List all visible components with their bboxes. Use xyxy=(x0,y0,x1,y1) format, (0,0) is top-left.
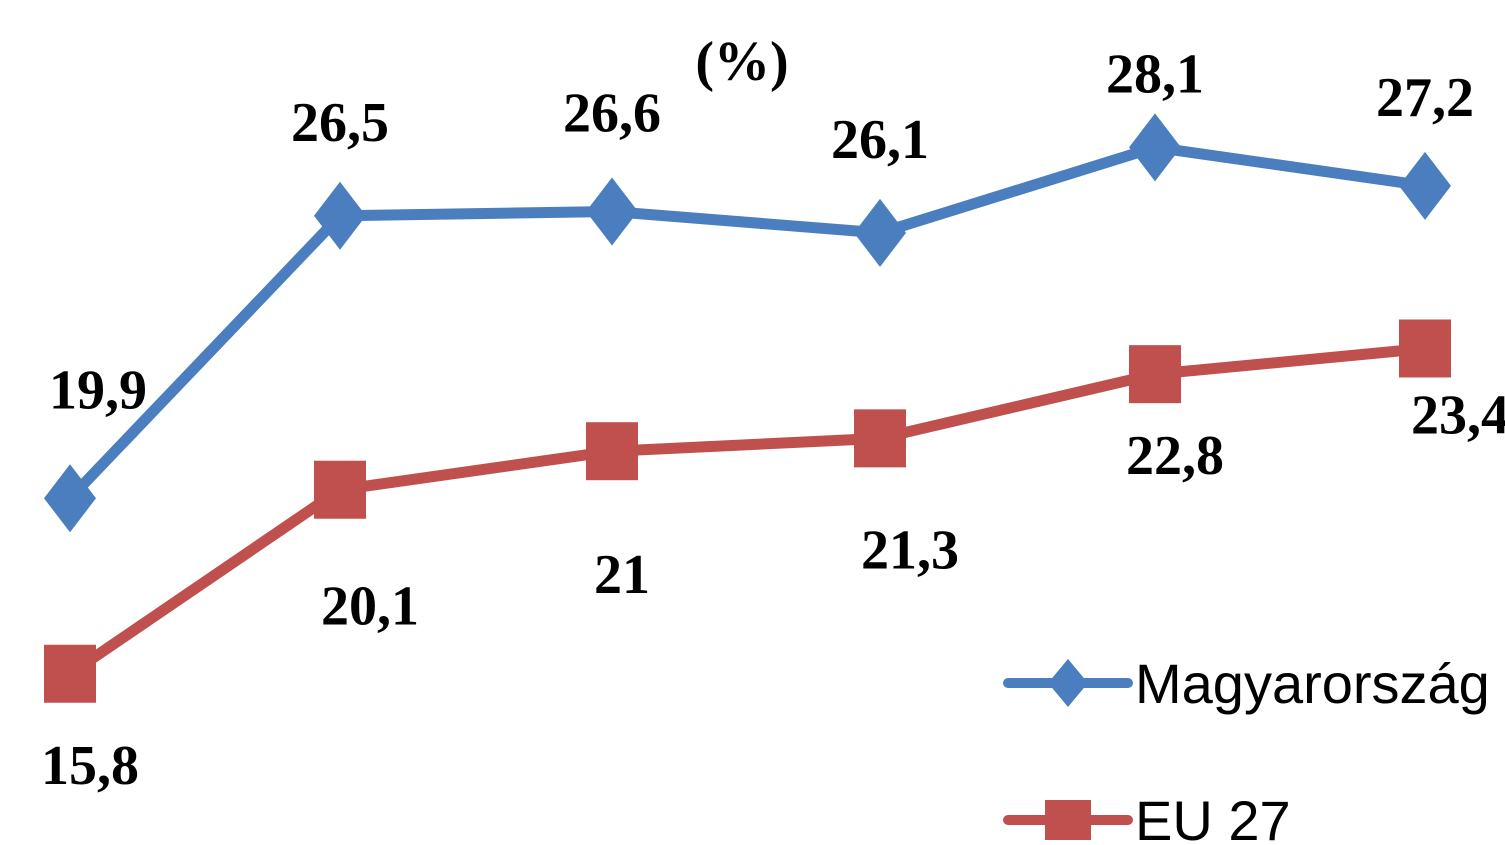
data-point-magyarorszag-2 xyxy=(314,181,366,250)
data-label-eu27-4: 21,3 xyxy=(861,519,959,581)
data-point-eu27-6 xyxy=(1399,319,1451,378)
data-point-eu27-1 xyxy=(44,644,96,703)
data-point-magyarorszag-5 xyxy=(1129,113,1181,182)
data-point-magyarorszag-3 xyxy=(586,177,638,246)
data-label-eu27-5: 22,8 xyxy=(1126,425,1224,487)
data-label-eu27-1: 15,8 xyxy=(41,735,139,797)
data-label-eu27-2: 20,1 xyxy=(321,576,419,638)
data-label-magyarorszag-4: 26,1 xyxy=(831,109,929,171)
data-label-magyarorszag-3: 26,6 xyxy=(563,83,661,145)
legend-marker-eu27-icon xyxy=(1045,800,1091,840)
data-point-eu27-2 xyxy=(314,460,366,519)
series-line-eu27 xyxy=(64,342,1431,680)
data-point-eu27-4 xyxy=(854,409,906,468)
data-label-eu27-6: 23,4 xyxy=(1411,384,1505,446)
series-line-magyarorszag xyxy=(64,141,1431,504)
data-point-magyarorszag-1 xyxy=(44,464,96,533)
data-label-magyarorszag-1: 19,9 xyxy=(49,359,147,421)
data-point-eu27-3 xyxy=(586,422,638,481)
legend-label-magyarorszag: Magyarország xyxy=(1135,652,1490,715)
data-point-eu27-5 xyxy=(1129,345,1181,404)
data-label-magyarorszag-2: 26,5 xyxy=(291,92,389,154)
data-label-magyarorszag-6: 27,2 xyxy=(1376,67,1474,129)
chart-title: (%) xyxy=(695,31,788,93)
data-label-magyarorszag-5: 28,1 xyxy=(1106,43,1204,105)
data-point-magyarorszag-4 xyxy=(854,198,906,267)
plot-layer: 19,9 26,5 26,6 26,1 28,1 27,2 15,8 20,1 21 21,3 22… xyxy=(41,43,1505,796)
legend-marker-magyarorszag-icon xyxy=(1048,659,1088,707)
legend-label-eu27: EU 27 xyxy=(1135,789,1291,845)
data-point-magyarorszag-6 xyxy=(1399,151,1451,220)
legend: Magyarország EU 27 xyxy=(1003,652,1490,845)
data-label-eu27-3: 21 xyxy=(594,544,650,606)
